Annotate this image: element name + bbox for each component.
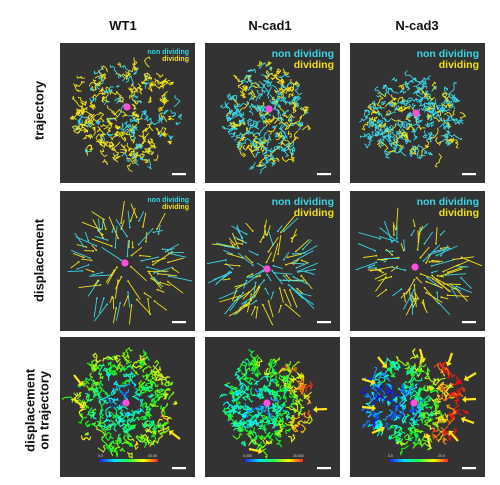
legend: non dividing dividing: [271, 48, 334, 72]
scale-bar: [462, 467, 476, 470]
colorbar-min-label: 0.0: [388, 454, 393, 458]
legend-dividing: dividing: [438, 207, 479, 220]
trajectory-tracks: [359, 70, 467, 168]
row-title-trajectory: trajectory: [31, 80, 47, 141]
legend: non dividing dividing: [416, 196, 479, 220]
center-marker: [410, 399, 418, 407]
legend: non dividing dividing: [147, 49, 189, 64]
center-marker: [265, 105, 273, 113]
legend: non dividing dividing: [271, 196, 334, 220]
legend-dividing: dividing: [162, 204, 189, 212]
colorbar-min-label: 0.0: [98, 454, 103, 458]
center-marker: [121, 259, 129, 267]
legend-non-dividing: non dividing: [147, 197, 189, 204]
column-title-wt1: WT1: [109, 18, 137, 33]
center-marker: [412, 109, 420, 117]
colorbar: [100, 459, 158, 462]
legend: non dividing dividing: [147, 197, 189, 212]
displacement-tracks: [62, 347, 178, 459]
displacement-panel-ncad1: non dividing dividing: [205, 191, 340, 331]
center-marker: [263, 399, 271, 407]
displacement-on-trajectory-panel-ncad1: 0.000 20.000: [205, 337, 340, 477]
colorbar: [245, 459, 303, 462]
legend-dividing: dividing: [162, 56, 189, 64]
colorbar-max-label: 20.0: [438, 454, 445, 458]
displacement-vectors: [67, 200, 193, 325]
scale-bar: [462, 321, 476, 324]
legend-non-dividing: non dividing: [416, 196, 479, 208]
displacement-tracks: [219, 348, 313, 459]
trajectory-panel-ncad3: non dividing dividing: [350, 43, 485, 183]
colorbar: [390, 459, 448, 462]
scale-bar: [172, 321, 186, 324]
displacement-vectors: [355, 207, 482, 316]
trajectory-panel-ncad1: non dividing dividing: [205, 43, 340, 183]
trajectory-tracks: [69, 56, 182, 172]
column-title-ncad1: N-cad1: [248, 18, 292, 33]
legend-non-dividing: non dividing: [416, 48, 479, 60]
displacement-on-trajectory-panel-ncad3: 0.0 20.0: [350, 337, 485, 477]
scale-bar: [462, 173, 476, 176]
center-marker: [122, 399, 130, 407]
legend-dividing: dividing: [438, 59, 479, 72]
trajectory-image-wt1: [69, 56, 186, 176]
scale-bar: [172, 173, 186, 176]
row-title-displacement: displacement: [31, 218, 47, 303]
legend-dividing: dividing: [293, 207, 334, 220]
trajectory-image-ncad3: [359, 70, 476, 176]
displacement-vectors: [206, 214, 319, 326]
center-marker: [123, 103, 131, 111]
displacement-image-ncad3: [355, 207, 482, 324]
center-marker: [411, 263, 419, 271]
displacement-panel-wt1: non dividing dividing: [60, 191, 195, 331]
scale-bar: [317, 321, 331, 324]
colorbar-max-label: 20.000: [293, 454, 304, 458]
displacement-on-trajectory-image-wt1: 0.0 20.00: [62, 347, 186, 470]
displacement-panel-ncad3: non dividing dividing: [350, 191, 485, 331]
displacement-on-trajectory-image-ncad1: 0.000 20.000: [219, 348, 331, 470]
legend-non-dividing: non dividing: [271, 196, 334, 208]
center-marker: [263, 265, 271, 273]
legend-dividing: dividing: [293, 59, 334, 72]
scale-bar: [317, 467, 331, 470]
legend-non-dividing: non dividing: [271, 48, 334, 60]
displacement-image-wt1: [67, 200, 193, 325]
displacement-on-trajectory-image-ncad3: 0.0 20.0: [361, 348, 477, 470]
legend: non dividing dividing: [416, 48, 479, 72]
row-title-displacement-on-trajectory: displacement on trajectory: [22, 368, 52, 452]
scale-bar: [172, 467, 186, 470]
arrow-annotations: [73, 374, 181, 440]
column-title-ncad3: N-cad3: [395, 18, 439, 33]
trajectory-tracks: [220, 60, 311, 174]
colorbar-min-label: 0.000: [243, 454, 252, 458]
arrow-annotations: [361, 348, 477, 448]
arrow-annotations: [248, 405, 328, 455]
trajectory-image-ncad1: [220, 60, 331, 176]
legend-non-dividing: non dividing: [147, 49, 189, 56]
displacement-on-trajectory-panel-wt1: 0.0 20.00: [60, 337, 195, 477]
scale-bar: [317, 173, 331, 176]
colorbar-max-label: 20.00: [148, 454, 157, 458]
displacement-image-ncad1: [206, 214, 331, 326]
trajectory-panel-wt1: non dividing dividing: [60, 43, 195, 183]
